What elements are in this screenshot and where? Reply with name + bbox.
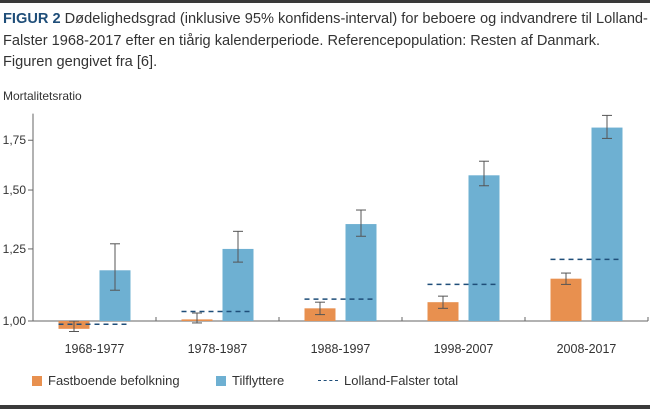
legend-item-total: Lolland-Falster total (318, 373, 458, 388)
bar-tilflyttere (591, 127, 623, 322)
top-border (0, 0, 650, 3)
x-tick-label: 2008-2017 (557, 342, 617, 356)
bottom-border (0, 405, 650, 409)
legend-item-tilflyttere: Tilflyttere (216, 373, 284, 388)
legend-label: Lolland-Falster total (344, 373, 459, 388)
caption-text: Dødelighedsgrad (inklusive 95% konfidens… (3, 11, 648, 70)
legend-label: Fastboende befolkning (48, 373, 180, 388)
legend-dash-line (318, 380, 338, 381)
bar-tilflyttere (345, 224, 377, 321)
bar-fastboende (550, 278, 582, 321)
x-tick-label: 1978-1987 (188, 342, 248, 356)
legend: Fastboende befolkning Tilflyttere Lollan… (0, 373, 650, 391)
y-tick-label: 1,75 (3, 133, 27, 147)
y-axis-label: Mortalitetsratio (3, 89, 82, 103)
x-tick-label: 1998-2007 (434, 342, 494, 356)
legend-item-fastboende: Fastboende befolkning (32, 373, 180, 388)
legend-swatch-blue (216, 375, 226, 386)
y-tick-label: 1,50 (3, 183, 27, 197)
bar-fastboende (427, 302, 459, 321)
y-tick-label: 1,00 (3, 314, 27, 328)
legend-label: Tilflyttere (232, 373, 285, 388)
x-tick-label: 1968-1977 (65, 342, 125, 356)
x-tick-label: 1988-1997 (311, 342, 371, 356)
figure-caption: FIGUR 2 Dødelighedsgrad (inklusive 95% k… (3, 9, 648, 74)
y-tick-label: 1,25 (3, 242, 27, 256)
figure-label: FIGUR 2 (3, 11, 61, 27)
bar-tilflyttere (468, 175, 500, 321)
legend-swatch-orange (32, 375, 42, 386)
